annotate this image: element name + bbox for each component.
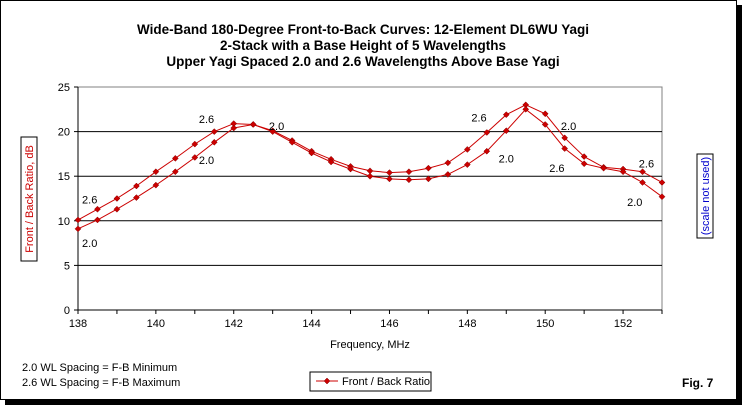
note-min: 2.0 WL Spacing = F-B Minimum (22, 362, 177, 374)
x-tick-label: 150 (536, 318, 554, 330)
y-tick-label: 20 (58, 127, 70, 139)
data-point (288, 138, 296, 146)
series-annotation: 2.6 (82, 194, 97, 206)
x-tick-label: 138 (69, 318, 87, 330)
data-point (74, 216, 82, 224)
data-point (366, 172, 374, 180)
y-tick-label: 25 (58, 82, 70, 94)
data-point (619, 168, 627, 176)
data-point (152, 168, 160, 176)
data-point (502, 127, 510, 135)
data-point (483, 129, 491, 136)
data-point (463, 146, 471, 153)
series-annotation: 2.6 (549, 163, 564, 175)
data-point (522, 105, 530, 113)
data-point (425, 175, 432, 183)
data-point (113, 195, 121, 202)
data-point (171, 155, 179, 162)
x-tick-label: 152 (614, 318, 632, 330)
y-tick-label: 5 (64, 260, 70, 272)
data-point (152, 181, 160, 189)
annotation-layer: 2.6 2.0 2.6 2.0 2.0 2.6 2.0 2.0 2.6 2.6 2.0 (82, 112, 654, 250)
data-point (639, 168, 646, 176)
data-point (405, 176, 413, 184)
data-point (541, 121, 549, 128)
data-point (658, 179, 666, 186)
data-point (113, 205, 121, 213)
note-max: 2.6 WL Spacing = F-B Maximum (22, 377, 180, 389)
data-point (561, 134, 569, 142)
y-tick-label: 0 (64, 305, 70, 317)
data-point (600, 164, 607, 172)
plot-area (77, 86, 663, 311)
data-point (133, 182, 140, 190)
x-tick-label: 142 (225, 318, 243, 330)
x-tick-label: 148 (458, 318, 476, 330)
data-point (444, 159, 452, 167)
series-annotation: 2.0 (627, 197, 642, 209)
series-annotation: 2.6 (471, 112, 486, 124)
data-point (386, 175, 393, 183)
x-axis-label: Frequency, MHz (330, 339, 410, 351)
y-axis-label-box (20, 136, 38, 262)
legend-marker (323, 377, 331, 385)
data-point (444, 171, 452, 178)
x-tick-label: 146 (380, 318, 398, 330)
chart-title-line-2: 2-Stack with a Base Height of 5 Waveleng… (220, 38, 506, 53)
data-point (230, 124, 238, 132)
data-point (327, 158, 335, 166)
series-annotation: 2.0 (561, 121, 576, 133)
data-point (580, 160, 588, 168)
series-annotation: 2.6 (639, 159, 654, 171)
series-annotation: 2.0 (199, 155, 214, 167)
data-point (191, 140, 199, 148)
y-tick-label: 15 (58, 171, 70, 183)
data-point (580, 153, 588, 160)
legend-box (309, 371, 432, 392)
data-point (425, 164, 432, 172)
data-point (94, 216, 101, 224)
right-axis-label: (scale not used) (700, 157, 712, 235)
data-point (94, 205, 101, 213)
right-axis-label-box (696, 153, 714, 239)
data-point (463, 161, 471, 168)
x-tick-label: 144 (302, 318, 320, 330)
chart-title-line-1: Wide-Band 180-Degree Front-to-Back Curve… (137, 22, 589, 37)
figure-label: Fig. 7 (682, 376, 714, 390)
data-point (658, 193, 666, 201)
data-point (191, 154, 199, 161)
series-layer (74, 101, 666, 233)
x-tick-label: 140 (147, 318, 165, 330)
data-point (308, 149, 315, 157)
chart-frame: Wide-Band 180-Degree Front-to-Back Curve… (0, 0, 737, 400)
data-point (639, 179, 646, 186)
data-point (502, 111, 510, 119)
y-axis-label: Front / Back Ratio, dB (24, 145, 36, 253)
series-annotation: 2.0 (269, 121, 284, 133)
data-point (171, 168, 179, 176)
series-annotation: 2.0 (82, 238, 97, 250)
data-point (561, 145, 569, 152)
data-point (210, 128, 218, 135)
series-annotation: 2.0 (499, 153, 514, 165)
data-point (74, 225, 82, 233)
data-point (405, 168, 413, 176)
chart-svg: Wide-Band 180-Degree Front-to-Back Curve… (20, 22, 714, 392)
data-point (541, 110, 549, 118)
chart-title-line-3: Upper Yagi Spaced 2.0 and 2.6 Wavelength… (166, 54, 559, 69)
series-annotation: 2.6 (199, 114, 214, 126)
legend-label: Front / Back Ratio (342, 376, 430, 388)
data-point (269, 128, 277, 135)
data-point (133, 194, 140, 201)
data-point (249, 121, 257, 128)
data-point (483, 147, 491, 155)
tick-layer: 0 5 10 15 20 25 138 140 142 144 146 148 150 152 (58, 82, 663, 330)
y-tick-label: 10 (58, 216, 70, 228)
data-point (210, 138, 218, 146)
data-point (347, 165, 354, 173)
